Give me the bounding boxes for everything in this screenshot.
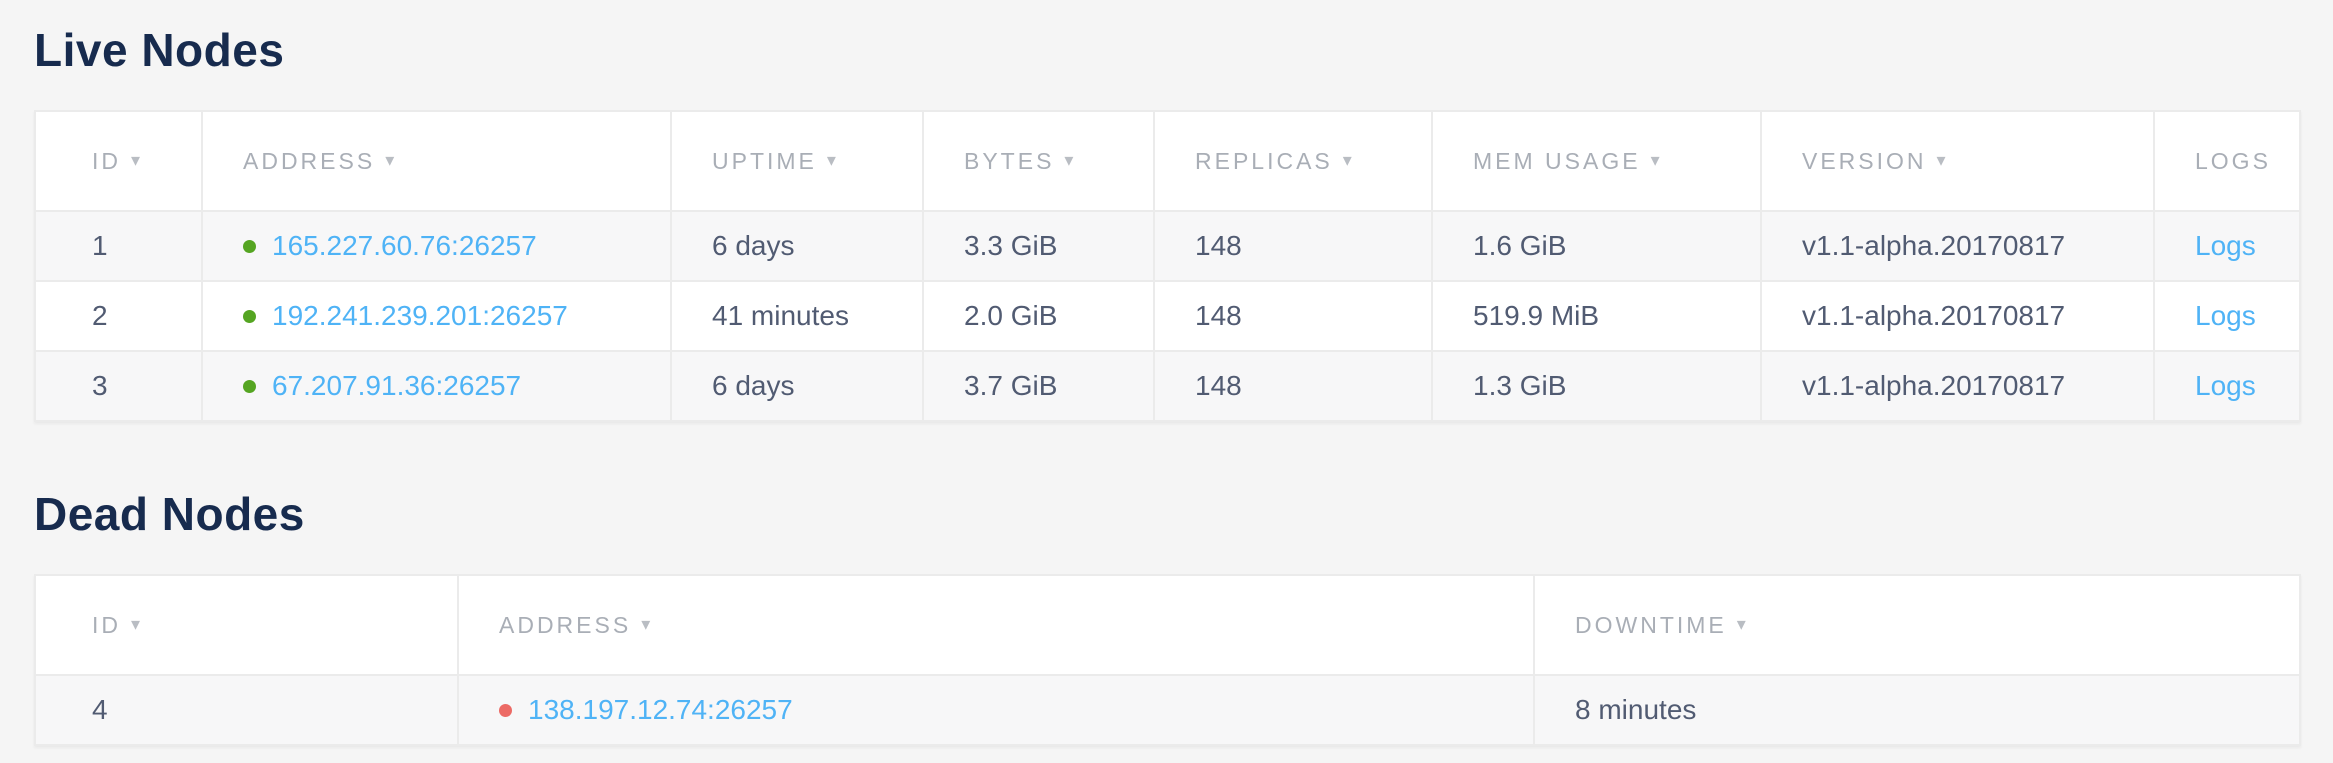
node-logs-cell: Logs [2153,280,2301,352]
column-header-downtime[interactable]: DOWNTIME ▾ [1533,574,2301,676]
sort-arrow-icon: ▾ [131,149,144,170]
sort-arrow-icon: ▾ [131,613,144,634]
node-id-cell: 1 [34,210,203,282]
column-header-label: REPLICAS [1195,147,1333,174]
node-address-link[interactable]: 165.227.60.76:26257 [272,230,537,261]
table-row: 1 165.227.60.76:26257 6 days 3.3 GiB 148… [34,210,2301,282]
nodes-overview-page: Live Nodes ID ▾ ADDRESS ▾ UPTIME ▾ BYTES ▾ R… [34,24,2301,746]
node-address-link[interactable]: 67.207.91.36:26257 [272,370,522,401]
sort-arrow-icon: ▾ [1736,613,1749,634]
column-header-version[interactable]: VERSION ▾ [1760,110,2155,212]
column-header-uptime[interactable]: UPTIME ▾ [670,110,924,212]
column-header-id[interactable]: ID ▾ [34,110,203,212]
column-header-label: DOWNTIME [1575,611,1727,638]
live-status-dot-icon [243,240,256,253]
node-bytes-cell: 2.0 GiB [922,280,1155,352]
column-header-label: VERSION [1802,147,1927,174]
column-header-label: LOGS [2195,147,2271,174]
node-logs-link[interactable]: Logs [2195,230,2256,261]
live-nodes-table: ID ▾ ADDRESS ▾ UPTIME ▾ BYTES ▾ REPLICAS ▾ ME… [34,110,2301,422]
node-version-cell: v1.1-alpha.20170817 [1760,210,2155,282]
node-uptime-cell: 6 days [670,210,924,282]
column-header-label: ID [92,611,121,638]
dead-nodes-header-row: ID ▾ ADDRESS ▾ DOWNTIME ▾ [34,574,2301,676]
column-header-label: MEM USAGE [1473,147,1641,174]
live-nodes-header-row: ID ▾ ADDRESS ▾ UPTIME ▾ BYTES ▾ REPLICAS ▾ ME… [34,110,2301,212]
column-header-address[interactable]: ADDRESS ▾ [457,574,1535,676]
sort-arrow-icon: ▾ [1650,149,1663,170]
live-nodes-title: Live Nodes [34,24,285,76]
column-header-label: ID [92,147,121,174]
dead-status-dot-icon [499,704,512,717]
table-row: 4 138.197.12.74:26257 8 minutes [34,674,2301,746]
node-replicas-cell: 148 [1153,350,1433,422]
column-header-replicas[interactable]: REPLICAS ▾ [1153,110,1433,212]
column-header-label: UPTIME [712,147,817,174]
dead-nodes-table: ID ▾ ADDRESS ▾ DOWNTIME ▾ 4 138.197.12.74:2… [34,574,2301,746]
sort-arrow-icon: ▾ [1936,149,1949,170]
node-logs-cell: Logs [2153,350,2301,422]
node-address-cell: 165.227.60.76:26257 [201,210,672,282]
column-header-bytes[interactable]: BYTES ▾ [922,110,1155,212]
node-address-link[interactable]: 138.197.12.74:26257 [528,694,793,725]
node-logs-link[interactable]: Logs [2195,370,2256,401]
node-bytes-cell: 3.7 GiB [922,350,1155,422]
column-header-id[interactable]: ID ▾ [34,574,459,676]
column-header-logs: LOGS [2153,110,2301,212]
node-replicas-cell: 148 [1153,280,1433,352]
node-logs-link[interactable]: Logs [2195,300,2256,331]
column-header-address[interactable]: ADDRESS ▾ [201,110,672,212]
node-replicas-cell: 148 [1153,210,1433,282]
sort-arrow-icon: ▾ [1064,149,1077,170]
node-mem-usage-cell: 1.6 GiB [1431,210,1762,282]
node-address-cell: 192.241.239.201:26257 [201,280,672,352]
live-status-dot-icon [243,380,256,393]
node-bytes-cell: 3.3 GiB [922,210,1155,282]
node-id-cell: 3 [34,350,203,422]
node-address-cell: 67.207.91.36:26257 [201,350,672,422]
node-address-link[interactable]: 192.241.239.201:26257 [272,300,568,331]
node-uptime-cell: 41 minutes [670,280,924,352]
node-version-cell: v1.1-alpha.20170817 [1760,350,2155,422]
live-status-dot-icon [243,310,256,323]
column-header-label: ADDRESS [243,147,376,174]
table-row: 2 192.241.239.201:26257 41 minutes 2.0 G… [34,280,2301,352]
node-id-cell: 4 [34,674,459,746]
sort-arrow-icon: ▾ [641,613,654,634]
node-address-cell: 138.197.12.74:26257 [457,674,1535,746]
node-uptime-cell: 6 days [670,350,924,422]
node-mem-usage-cell: 519.9 MiB [1431,280,1762,352]
node-id-cell: 2 [34,280,203,352]
node-downtime-cell: 8 minutes [1533,674,2301,746]
column-header-label: BYTES [964,147,1055,174]
sort-arrow-icon: ▾ [385,149,398,170]
node-logs-cell: Logs [2153,210,2301,282]
column-header-mem-usage[interactable]: MEM USAGE ▾ [1431,110,1762,212]
node-version-cell: v1.1-alpha.20170817 [1760,280,2155,352]
column-header-label: ADDRESS [499,611,632,638]
node-mem-usage-cell: 1.3 GiB [1431,350,1762,422]
dead-nodes-title: Dead Nodes [34,488,305,540]
sort-arrow-icon: ▾ [1342,149,1355,170]
sort-arrow-icon: ▾ [826,149,839,170]
table-row: 3 67.207.91.36:26257 6 days 3.7 GiB 148 … [34,350,2301,422]
